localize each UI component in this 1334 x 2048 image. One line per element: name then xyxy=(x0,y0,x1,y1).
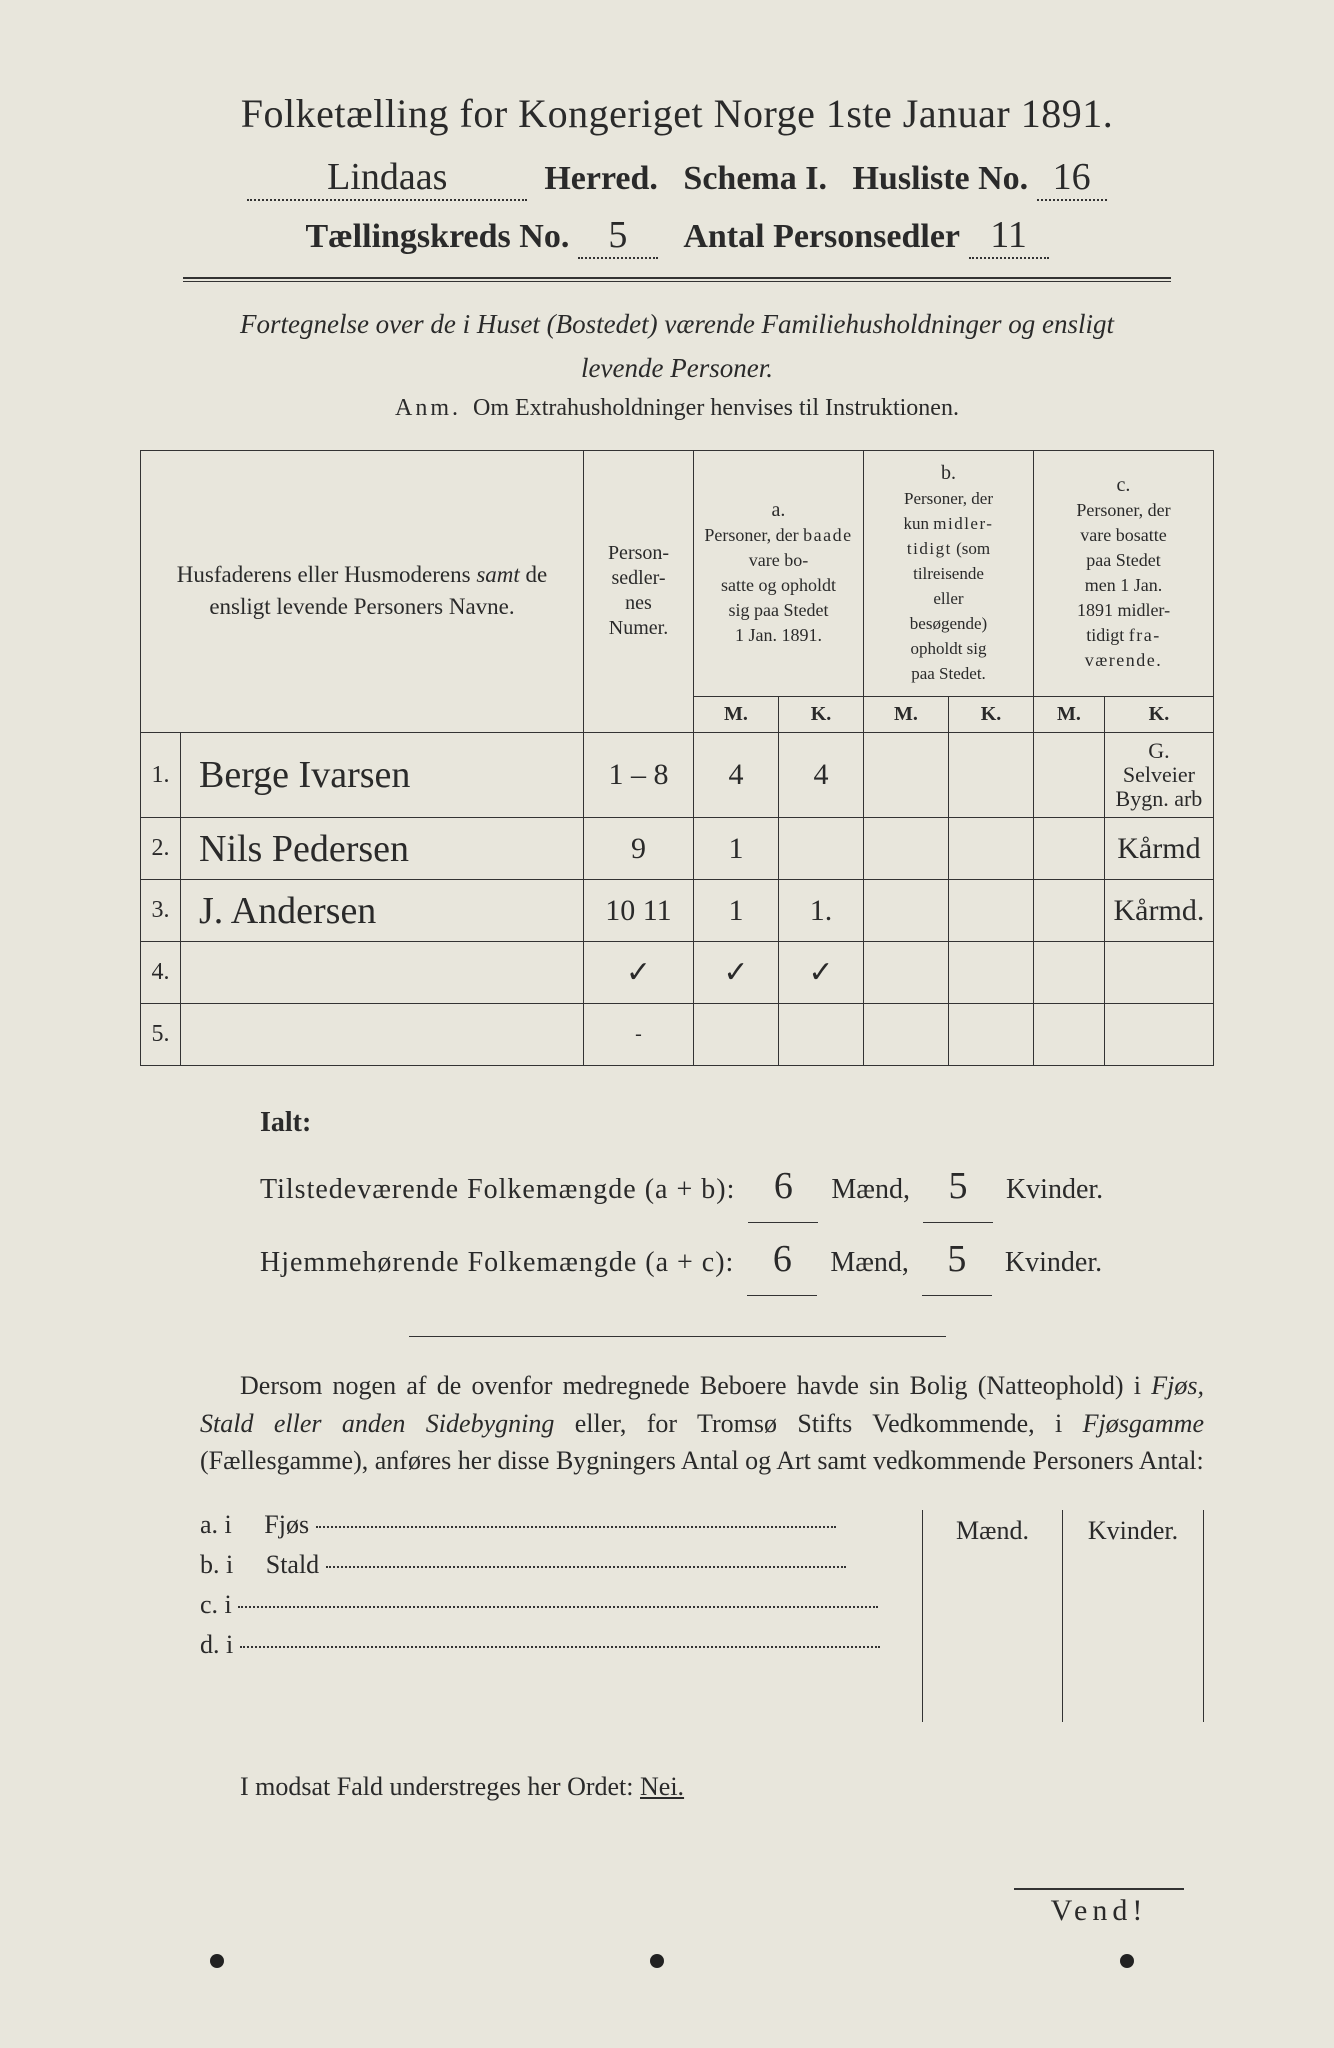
herred-value: Lindaas xyxy=(327,156,447,198)
anm-text: Om Extrahusholdninger henvises til Instr… xyxy=(473,395,959,421)
col-c: c. Personer, dervare bosattepaa Stedetme… xyxy=(1034,450,1214,696)
table-row: 1. Berge Ivarsen 1 – 8 4 4 G. Selveier B… xyxy=(141,732,1214,818)
conditions-paragraph: Dersom nogen af de ovenfor medregnede Be… xyxy=(200,1367,1204,1480)
dotted-line xyxy=(240,1646,880,1648)
totals-line-2: Hjemmehørende Folkemængde (a + c): 6 Mæn… xyxy=(260,1223,1214,1296)
nei-word: Nei. xyxy=(640,1772,684,1801)
antal-value: 11 xyxy=(990,214,1027,256)
husliste-label: Husliste No. xyxy=(852,160,1028,197)
col-c-m: M. xyxy=(1034,696,1105,732)
dotted-line xyxy=(238,1606,878,1608)
intro-line-1: Fortegnelse over de i Huset (Bostedet) v… xyxy=(140,306,1214,342)
maend-header: Mænd. xyxy=(923,1510,1063,1552)
punch-hole-icon xyxy=(1120,1954,1134,1968)
anm-label: Anm. xyxy=(395,395,461,421)
header-line-3: Tællingskreds No. 5 Antal Personsedler 1… xyxy=(140,213,1214,259)
building-row: a. i Fjøs xyxy=(200,1510,922,1540)
table-row: 2. Nils Pedersen 9 1 Kårmd xyxy=(141,818,1214,880)
page-title: Folketælling for Kongeriget Norge 1ste J… xyxy=(140,90,1214,137)
buildings-table: a. i Fjøs b. i Stald c. i d. i Mænd. xyxy=(200,1510,1204,1722)
col-a: a. Personer, der baade vare bo-satte og … xyxy=(694,450,864,696)
row3-note: Kårmd. xyxy=(1114,894,1205,927)
row3-name: J. Andersen xyxy=(199,890,376,932)
kreds-value: 5 xyxy=(608,214,627,256)
ialt-label: Ialt: xyxy=(260,1096,1214,1149)
schema-label: Schema I. xyxy=(683,160,827,197)
col-b: b. Personer, derkun midler-tidigt (somti… xyxy=(864,450,1034,696)
col-b-m: M. xyxy=(864,696,949,732)
row1-name: Berge Ivarsen xyxy=(199,754,410,796)
anm-line: Anm. Om Extrahusholdninger henvises til … xyxy=(140,395,1214,422)
buildings-right: Mænd. Kvinder. xyxy=(922,1510,1204,1722)
totals-block: Ialt: Tilstedeværende Folkemængde (a + b… xyxy=(260,1096,1214,1296)
col-a-m: M. xyxy=(694,696,779,732)
table-row: 5. - xyxy=(141,1004,1214,1066)
census-table: Husfaderens eller Husmoderens samt de en… xyxy=(140,450,1214,1067)
val2-m: 6 xyxy=(773,1238,792,1280)
short-rule xyxy=(409,1336,946,1337)
col-names: Husfaderens eller Husmoderens samt de en… xyxy=(141,450,584,732)
building-row: b. i Stald xyxy=(200,1550,922,1580)
intro-line-2: levende Personer. xyxy=(140,350,1214,386)
row1-note: G. Selveier Bygn. arb xyxy=(1116,738,1203,811)
kvinder-header: Kvinder. xyxy=(1063,1510,1203,1552)
table-row: 4. ✓ ✓ ✓ xyxy=(141,942,1214,1004)
header-line-2: Lindaas Herred. Schema I. Husliste No. 1… xyxy=(140,155,1214,201)
antal-label: Antal Personsedler xyxy=(683,218,960,255)
divider xyxy=(183,277,1171,282)
punch-hole-icon xyxy=(210,1954,224,1968)
row2-name: Nils Pedersen xyxy=(199,828,409,870)
col-c-k: K. xyxy=(1104,696,1213,732)
val1-m: 6 xyxy=(774,1165,793,1207)
vend-label: Vend! xyxy=(1014,1888,1184,1928)
herred-label: Herred. xyxy=(544,160,658,197)
totals-line-1: Tilstedeværende Folkemængde (a + b): 6 M… xyxy=(260,1150,1214,1223)
col-a-k: K. xyxy=(779,696,864,732)
kvinder-col xyxy=(1063,1552,1203,1722)
building-row: c. i xyxy=(200,1590,922,1620)
table-row: 3. J. Andersen 10 11 1 1. Kårmd. xyxy=(141,880,1214,942)
husliste-value: 16 xyxy=(1053,156,1091,198)
col-numer: Person-sedler-nesNumer. xyxy=(584,450,694,732)
punch-hole-icon xyxy=(650,1954,664,1968)
dotted-line xyxy=(326,1566,846,1568)
table-body: 1. Berge Ivarsen 1 – 8 4 4 G. Selveier B… xyxy=(141,732,1214,1066)
row1-numer: 1 – 8 xyxy=(609,758,669,791)
kreds-label: Tællingskreds No. xyxy=(305,218,569,255)
building-row: d. i xyxy=(200,1630,922,1660)
val2-k: 5 xyxy=(947,1238,966,1280)
census-form-page: Folketælling for Kongeriget Norge 1ste J… xyxy=(0,0,1334,2048)
col-b-k: K. xyxy=(949,696,1034,732)
row2-note: Kårmd xyxy=(1117,832,1200,865)
maend-col xyxy=(923,1552,1063,1722)
val1-k: 5 xyxy=(948,1165,967,1207)
buildings-left: a. i Fjøs b. i Stald c. i d. i xyxy=(200,1510,922,1722)
dotted-line xyxy=(316,1526,836,1528)
nei-line: I modsat Fald understreges her Ordet: Ne… xyxy=(240,1772,1204,1802)
